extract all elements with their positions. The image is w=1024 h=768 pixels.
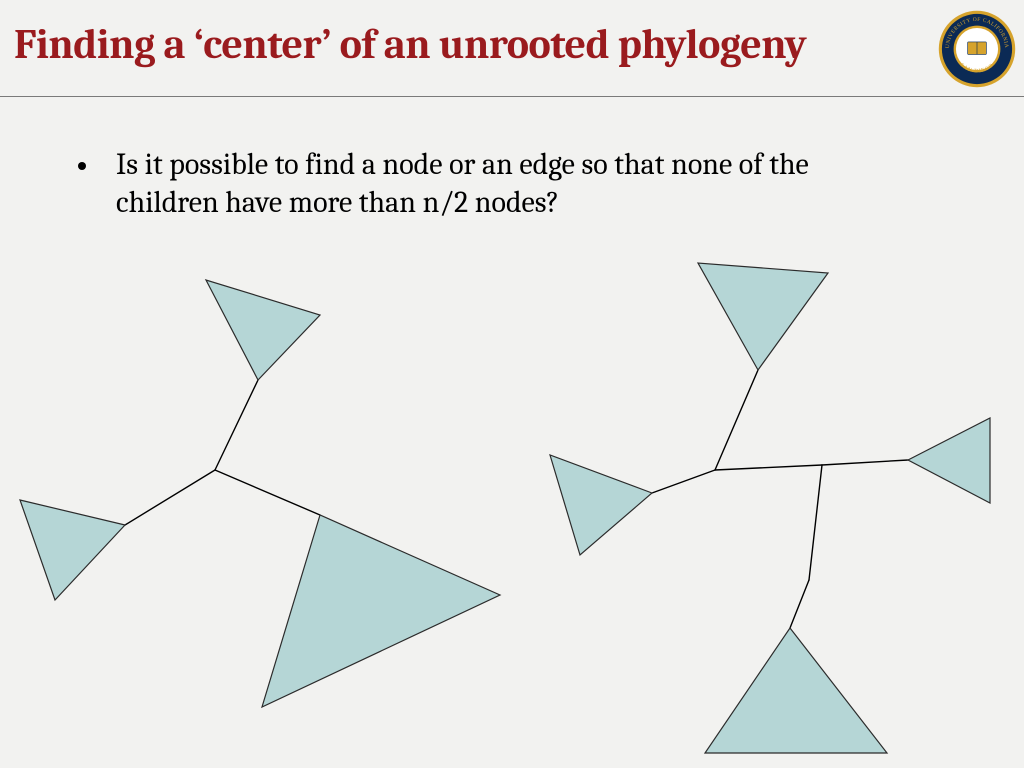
phylogeny-diagram-right xyxy=(525,255,1024,760)
ucsd-seal-icon: UNIVERSITY OF CALIFORNIA SAN DIEGO xyxy=(938,10,1016,88)
header-divider xyxy=(0,96,1024,97)
diagram-area xyxy=(0,255,1024,755)
bullet-dot-icon xyxy=(78,162,86,170)
slide-title: Finding a ‘center’ of an unrooted phylog… xyxy=(14,20,806,69)
bullet-item: Is it possible to find a node or an edge… xyxy=(78,146,868,223)
phylogeny-diagram-left xyxy=(10,265,510,735)
slide: Finding a ‘center’ of an unrooted phylog… xyxy=(0,0,1024,768)
bullet-text: Is it possible to find a node or an edge… xyxy=(116,146,868,223)
